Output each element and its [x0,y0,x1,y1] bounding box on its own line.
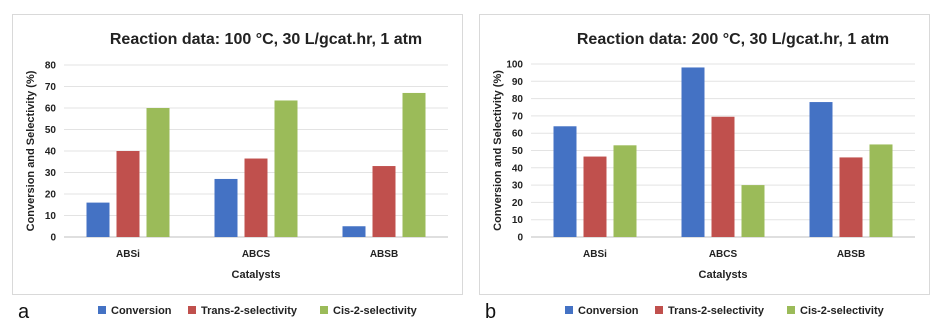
bar-conversion-abcs [214,178,238,237]
y-tick-label: 80 [45,61,57,72]
y-tick-label: 90 [512,77,524,88]
bar-chart-a: Reaction data: 100 °C, 30 L/gcat.hr, 1 a… [18,31,448,323]
x-tick-label: ABCS [242,249,271,260]
y-tick-label: 60 [45,104,57,115]
y-tick-label: 40 [45,147,57,158]
legend-label: Trans-2-selectivity [668,305,765,317]
bar-chart-b: Reaction data: 200 °C, 30 L/gcat.hr, 1 a… [485,31,915,323]
y-tick-label: 30 [45,168,57,179]
chart-frame [12,14,463,295]
y-axis-title: Conversion and Selectivity (%) [25,70,37,231]
chart-title: Reaction data: 200 °C, 30 L/gcat.hr, 1 a… [577,31,889,48]
legend-swatch [655,306,663,314]
y-tick-label: 100 [506,60,523,71]
legend-swatch [787,306,795,314]
y-tick-label: 50 [512,146,524,157]
bar-conversion-absb [342,226,366,237]
y-tick-label: 50 [45,125,57,136]
y-tick-label: 70 [45,82,57,93]
legend-label: Cis-2-selectivity [333,305,418,317]
bar-cis-2-selectivity-absi [146,108,170,237]
chart-title: Reaction data: 100 °C, 30 L/gcat.hr, 1 a… [110,31,422,48]
x-tick-label: ABSi [583,249,607,260]
legend-swatch [565,306,573,314]
bar-cis-2-selectivity-absb [869,144,893,237]
legend-label: Trans-2-selectivity [201,305,298,317]
y-tick-label: 60 [512,129,524,140]
chart-panel-a: Reaction data: 100 °C, 30 L/gcat.hr, 1 a… [12,14,463,323]
bar-cis-2-selectivity-abcs [741,185,765,237]
legend-swatch [98,306,106,314]
bar-trans-2-selectivity-abcs [244,158,268,237]
chart-panel-b: Reaction data: 200 °C, 30 L/gcat.hr, 1 a… [467,0,933,327]
bar-trans-2-selectivity-absb [839,157,863,237]
bar-cis-2-selectivity-absi [613,145,637,237]
panel-label: a [18,301,30,323]
y-tick-label: 20 [512,198,524,209]
legend-swatch [320,306,328,314]
x-tick-label: ABSB [837,249,865,260]
x-tick-label: ABCS [709,249,738,260]
bar-cis-2-selectivity-abcs [274,100,298,237]
legend-label: Cis-2-selectivity [800,305,885,317]
bar-conversion-absi [86,202,110,237]
bar-conversion-absi [553,126,577,237]
legend-label: Conversion [578,305,639,317]
y-tick-label: 0 [517,233,523,244]
y-tick-label: 30 [512,181,524,192]
x-tick-label: ABSi [116,249,140,260]
y-tick-label: 0 [50,233,56,244]
bar-trans-2-selectivity-absi [116,151,140,237]
y-tick-label: 20 [45,190,57,201]
panel-label: b [485,301,496,323]
y-tick-label: 10 [45,211,57,222]
x-axis-title: Catalysts [699,269,748,281]
y-tick-label: 70 [512,111,524,122]
y-axis-title: Conversion and Selectivity (%) [492,70,504,231]
bar-conversion-abcs [681,67,705,238]
bar-trans-2-selectivity-abcs [711,116,735,237]
chart-frame [479,14,930,295]
bar-conversion-absb [809,102,833,237]
x-axis-title: Catalysts [232,269,281,281]
bar-cis-2-selectivity-absb [402,92,426,237]
y-tick-label: 40 [512,163,524,174]
y-tick-label: 80 [512,94,524,105]
bar-trans-2-selectivity-absi [583,156,607,237]
bar-trans-2-selectivity-absb [372,166,396,237]
x-tick-label: ABSB [370,249,398,260]
y-tick-label: 10 [512,215,524,226]
legend-label: Conversion [111,305,172,317]
legend-swatch [188,306,196,314]
